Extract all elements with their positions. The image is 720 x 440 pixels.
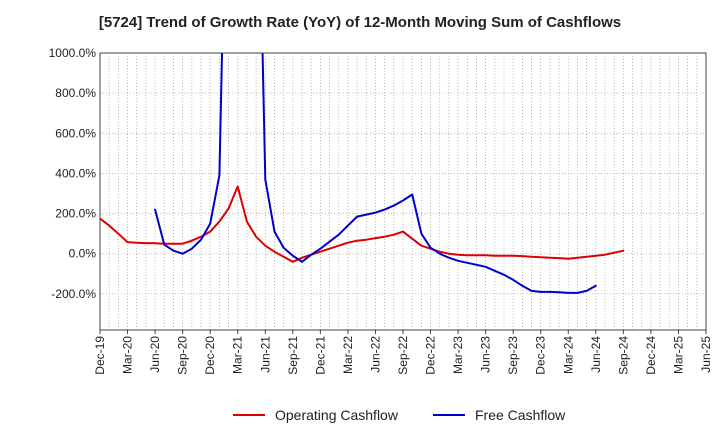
series-line-operating-cashflow — [100, 185, 625, 263]
x-tick-label: Sep-21 — [286, 336, 300, 375]
y-tick-label: 200.0% — [55, 207, 96, 221]
x-tick-label: Jun-23 — [479, 336, 493, 373]
x-tick-label: Dec-19 — [93, 336, 107, 375]
y-tick-label: 600.0% — [55, 126, 96, 140]
y-tick-label: -200.0% — [51, 287, 96, 301]
y-tick-label: 0.0% — [69, 247, 97, 261]
x-tick-label: Sep-24 — [616, 336, 630, 375]
x-tick-label: Dec-24 — [644, 336, 658, 375]
series-line-free-cashflow — [154, 53, 597, 294]
x-tick-label: Dec-20 — [203, 336, 217, 375]
x-tick-label: Jun-21 — [258, 336, 272, 373]
chart-title: [5724] Trend of Growth Rate (YoY) of 12-… — [98, 14, 622, 31]
series-layer — [100, 53, 625, 294]
x-tick-label: Mar-23 — [451, 336, 465, 374]
x-tick-label: Mar-21 — [231, 336, 245, 374]
x-tick-label: Dec-23 — [534, 336, 548, 375]
x-tick-label: Dec-21 — [313, 336, 327, 375]
y-tick-label: 800.0% — [55, 86, 96, 100]
x-tick-label: Mar-22 — [341, 336, 355, 374]
axis-layer: -200.0% 0.0% 200.0% 400.0% 600.0% 800.0% 1000.… — [49, 46, 713, 375]
legend-label: Free Cashflow — [475, 407, 566, 423]
x-tick-label: Jun-22 — [368, 336, 382, 373]
x-tick-label: Sep-22 — [396, 336, 410, 375]
x-tick-label: Sep-23 — [506, 336, 520, 375]
x-tick-label: Mar-25 — [671, 336, 685, 374]
x-tick-label: Jun-20 — [148, 336, 162, 373]
y-tick-label: 400.0% — [55, 166, 96, 180]
y-tick-label: 1000.0% — [49, 46, 97, 60]
x-tick-label: Mar-24 — [561, 336, 575, 374]
x-tick-label: Dec-22 — [424, 336, 438, 375]
x-tick-label: Sep-20 — [176, 336, 190, 375]
x-tick-label: Jun-24 — [589, 336, 603, 373]
x-tick-label: Mar-20 — [121, 336, 135, 374]
legend: Operating Cashflow Free Cashflow — [233, 407, 566, 423]
grid-layer — [100, 52, 706, 330]
x-tick-label: Jun-25 — [699, 336, 713, 373]
legend-label: Operating Cashflow — [275, 407, 399, 423]
